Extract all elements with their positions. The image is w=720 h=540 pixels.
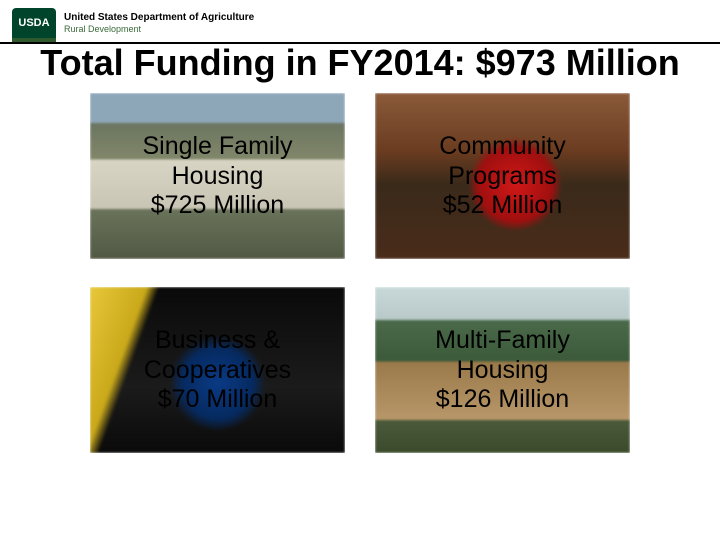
- division-name: Rural Development: [64, 25, 254, 34]
- header-bar: USDA United States Department of Agricul…: [0, 0, 720, 44]
- label-line: Housing: [142, 162, 292, 192]
- label-line: $70 Million: [144, 385, 291, 415]
- header-text: United States Department of Agriculture …: [64, 13, 254, 34]
- label-line: $52 Million: [439, 191, 565, 221]
- tile-multi-family: Multi-Family Housing $126 Million: [375, 287, 630, 453]
- label-line: Programs: [439, 162, 565, 192]
- label-line: Cooperatives: [144, 356, 291, 386]
- agency-name: United States Department of Agriculture: [64, 13, 254, 23]
- label-line: $725 Million: [142, 191, 292, 221]
- tile-label: Business & Cooperatives $70 Million: [138, 326, 297, 415]
- page-title: Total Funding in FY2014: $973 Million: [0, 42, 720, 83]
- tile-business: Business & Cooperatives $70 Million: [90, 287, 345, 453]
- label-line: Housing: [435, 356, 570, 386]
- tile-label: Community Programs $52 Million: [433, 132, 571, 221]
- label-line: $126 Million: [435, 385, 570, 415]
- label-line: Community: [439, 132, 565, 162]
- label-line: Multi-Family: [435, 326, 570, 356]
- tile-label: Single Family Housing $725 Million: [136, 132, 298, 221]
- funding-grid: Single Family Housing $725 Million Commu…: [0, 83, 720, 483]
- label-line: Business &: [144, 326, 291, 356]
- tile-community: Community Programs $52 Million: [375, 93, 630, 259]
- usda-logo-icon: USDA: [12, 8, 56, 38]
- tile-single-family: Single Family Housing $725 Million: [90, 93, 345, 259]
- label-line: Single Family: [142, 132, 292, 162]
- tile-label: Multi-Family Housing $126 Million: [429, 326, 576, 415]
